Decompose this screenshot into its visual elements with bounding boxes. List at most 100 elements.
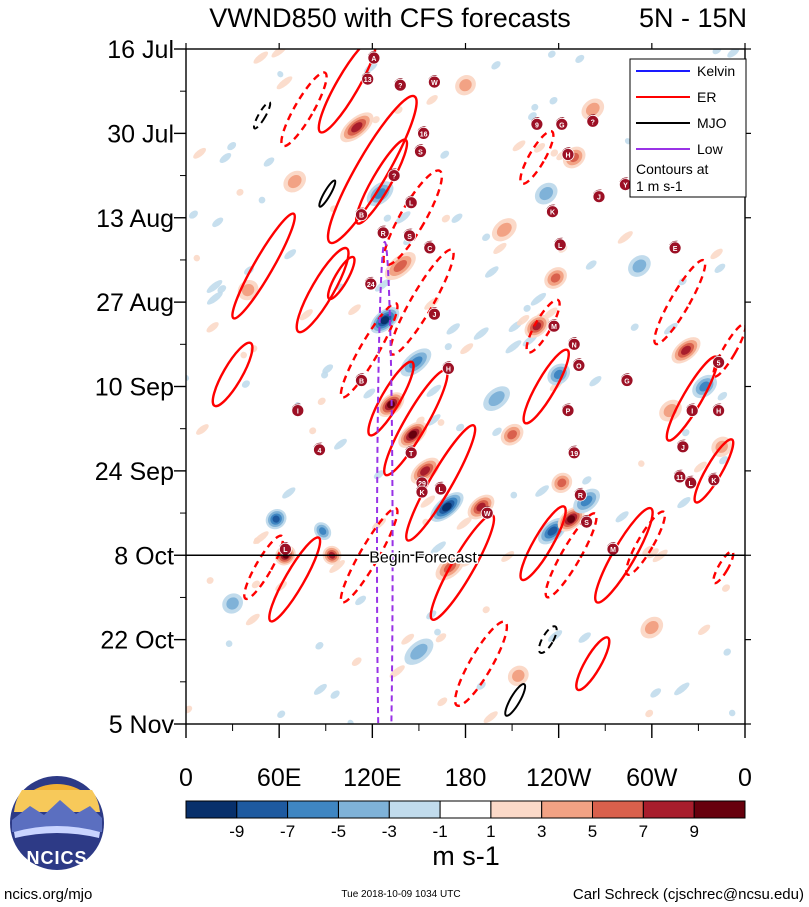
storm-label: B bbox=[359, 213, 364, 220]
storm-label: J bbox=[597, 195, 601, 202]
ncics-logo: NCICS bbox=[10, 776, 104, 870]
colorbar-swatch bbox=[642, 800, 695, 819]
storm-dot bbox=[427, 75, 441, 89]
background-anomaly bbox=[253, 51, 269, 64]
storm-label: J bbox=[432, 312, 436, 319]
storm-marker: K bbox=[415, 484, 429, 499]
storm-dot bbox=[574, 488, 587, 502]
storm-label: G bbox=[559, 122, 565, 129]
anomaly-streak bbox=[507, 665, 529, 686]
storm-dot bbox=[291, 404, 305, 418]
background-anomaly bbox=[437, 697, 448, 707]
anomaly-level bbox=[420, 466, 431, 476]
anomaly-streak bbox=[370, 306, 400, 334]
anomaly-level bbox=[393, 259, 407, 273]
background-anomaly bbox=[276, 76, 293, 90]
storm-dot bbox=[580, 515, 593, 529]
er-contour bbox=[405, 424, 477, 542]
anomaly-streak bbox=[222, 593, 243, 614]
storm-marker: H bbox=[561, 147, 575, 161]
storm-marker: N bbox=[567, 337, 581, 351]
er-contour bbox=[519, 505, 567, 582]
background-anomaly bbox=[516, 314, 530, 326]
background-anomaly bbox=[334, 438, 347, 450]
background-anomaly bbox=[630, 323, 639, 331]
x-tick-label: 60W bbox=[626, 764, 678, 792]
storm-label: C bbox=[427, 246, 432, 253]
background-anomaly bbox=[460, 343, 474, 355]
background-anomaly bbox=[543, 307, 558, 319]
background-anomaly bbox=[240, 351, 248, 359]
anomaly-level bbox=[442, 502, 452, 512]
storm-dot bbox=[555, 117, 569, 131]
anomaly-streak bbox=[551, 472, 573, 494]
storm-label: M bbox=[551, 324, 557, 331]
colorbar-label: -9 bbox=[229, 822, 244, 841]
legend: Kelvin ER MJO Low Contours at 1 m s-1 bbox=[629, 58, 747, 198]
er-contour bbox=[453, 620, 509, 707]
storm-dot bbox=[480, 506, 494, 520]
anomaly-streak bbox=[455, 75, 476, 96]
storm-marker: ? bbox=[387, 168, 401, 183]
background-anomaly bbox=[271, 49, 288, 58]
er-contour bbox=[354, 138, 409, 225]
colorbar-swatch bbox=[287, 800, 339, 819]
footer-url[interactable]: ncics.org/mjo bbox=[4, 886, 92, 903]
storm-label: B bbox=[359, 379, 364, 386]
storm-label: ? bbox=[591, 119, 595, 126]
background-anomaly bbox=[505, 340, 522, 354]
anomaly-level bbox=[287, 175, 302, 189]
storm-marker: I bbox=[291, 403, 305, 418]
anomaly-streak bbox=[628, 255, 651, 277]
anomaly-level bbox=[410, 643, 428, 660]
background-anomaly bbox=[615, 511, 629, 523]
x-axis: 0 60E 120E 180 120W 60W 0 bbox=[179, 43, 752, 792]
storm-marker: 13 bbox=[361, 71, 375, 86]
background-anomaly bbox=[491, 61, 501, 70]
anomaly-streak bbox=[404, 638, 434, 665]
anomaly-level bbox=[632, 259, 647, 273]
storm-dot bbox=[434, 482, 448, 496]
anomaly-level bbox=[547, 526, 558, 536]
anomaly-level bbox=[409, 356, 423, 369]
storm-label: 13 bbox=[364, 77, 372, 84]
anomaly-streak bbox=[430, 492, 464, 522]
anomaly-streak bbox=[534, 182, 558, 205]
background-anomaly bbox=[510, 491, 518, 499]
background-anomaly bbox=[313, 683, 327, 695]
storm-dot bbox=[355, 374, 368, 387]
footer-author[interactable]: Carl Schreck (cjschrec@ncsu.edu) bbox=[573, 886, 804, 903]
background-anomaly bbox=[582, 476, 592, 485]
storm-dot bbox=[572, 358, 586, 372]
storm-label: L bbox=[409, 201, 414, 208]
legend-label: Kelvin bbox=[697, 63, 735, 79]
storm-label: 29 bbox=[418, 481, 426, 488]
storm-dot bbox=[393, 78, 407, 92]
storm-dot bbox=[361, 72, 375, 86]
begin-forecast-label: Begin Forecast bbox=[369, 549, 477, 566]
colorbar-swatch bbox=[185, 800, 238, 819]
background-anomaly bbox=[355, 595, 367, 606]
storm-dot bbox=[707, 473, 721, 487]
background-anomaly bbox=[351, 657, 362, 667]
storm-marker: W bbox=[427, 74, 441, 89]
storm-marker: 9 bbox=[530, 117, 544, 131]
storm-dot bbox=[403, 229, 417, 243]
background-anomaly bbox=[677, 497, 691, 509]
y-tick-label: 24 Sep bbox=[95, 458, 174, 486]
storm-label: R bbox=[578, 493, 583, 500]
background-anomaly bbox=[282, 487, 296, 499]
er-contour bbox=[625, 510, 667, 576]
storm-dot bbox=[367, 51, 381, 65]
storm-label: S bbox=[584, 520, 589, 527]
colorbar-label: 5 bbox=[588, 822, 597, 841]
background-anomaly bbox=[638, 460, 645, 467]
er-contour bbox=[280, 71, 328, 148]
background-anomaly bbox=[317, 397, 326, 406]
storm-label: L bbox=[689, 481, 694, 488]
storm-marker: R bbox=[376, 225, 390, 240]
storm-label: H bbox=[716, 409, 721, 416]
storm-marker: O bbox=[572, 358, 586, 372]
er-contour bbox=[693, 438, 735, 504]
anomaly-streak bbox=[544, 267, 567, 289]
